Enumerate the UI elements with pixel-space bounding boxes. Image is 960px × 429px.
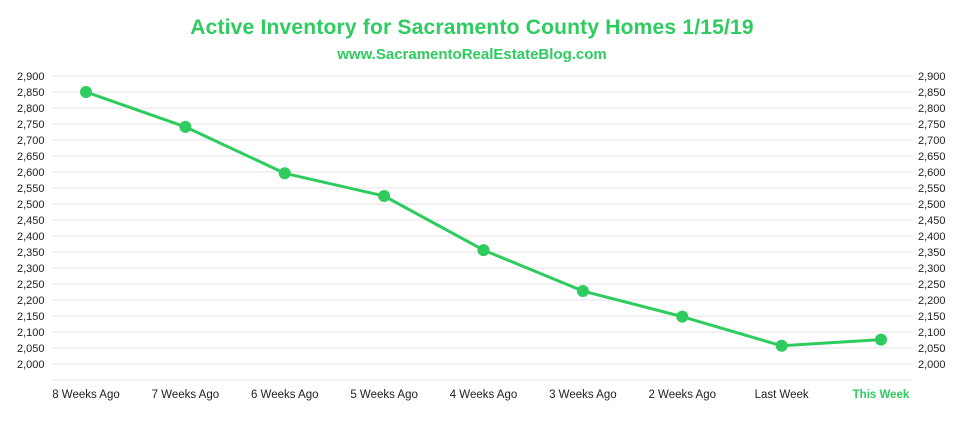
x-category-label: 4 Weeks Ago: [450, 389, 518, 401]
y-tick-label-left: 2,650: [17, 151, 45, 163]
y-tick-label-right: 2,350: [918, 247, 946, 259]
x-category-label: 2 Weeks Ago: [648, 389, 716, 401]
y-tick-label-left: 2,150: [17, 311, 45, 323]
y-tick-label-right: 2,750: [918, 119, 946, 131]
y-tick-label-right: 2,700: [918, 135, 946, 147]
x-category-label: 5 Weeks Ago: [350, 389, 418, 401]
y-tick-label-left: 2,550: [17, 183, 45, 195]
x-category-label: 8 Weeks Ago: [52, 389, 120, 401]
y-tick-label-left: 2,200: [17, 295, 45, 307]
y-tick-label-left: 2,250: [17, 279, 45, 291]
y-tick-label-left: 2,050: [17, 343, 45, 355]
y-tick-label-right: 2,150: [918, 311, 946, 323]
series-line: [84, 90, 883, 348]
chart-title: Active Inventory for Sacramento County H…: [190, 16, 754, 39]
data-point: [576, 285, 589, 298]
data-point: [477, 244, 490, 257]
data-point: [676, 310, 689, 323]
y-tick-label-right: 2,400: [918, 231, 946, 243]
y-tick-label-left: 2,300: [17, 263, 45, 275]
data-point: [179, 120, 192, 133]
y-tick-label-right: 2,900: [918, 71, 946, 83]
y-tick-label-right: 2,650: [918, 151, 946, 163]
y-tick-label-left: 2,000: [17, 359, 45, 371]
y-tick-label-right: 2,600: [918, 167, 946, 179]
y-tick-label-left: 2,500: [17, 199, 45, 211]
y-tick-label-left: 2,600: [17, 167, 45, 179]
data-point: [775, 339, 788, 352]
y-tick-label-left: 2,800: [17, 103, 45, 115]
x-category-label: 6 Weeks Ago: [251, 389, 319, 401]
x-category-label: This Week: [853, 389, 910, 401]
y-tick-label-left: 2,900: [17, 71, 45, 83]
y-tick-label-left: 2,750: [17, 119, 45, 131]
y-tick-label-left: 2,450: [17, 215, 45, 227]
x-category-label: 7 Weeks Ago: [152, 389, 220, 401]
y-tick-label-right: 2,000: [918, 359, 946, 371]
y-tick-label-left: 2,400: [17, 231, 45, 243]
y-tick-label-right: 2,550: [918, 183, 946, 195]
y-tick-label-left: 2,350: [17, 247, 45, 259]
y-tick-label-right: 2,850: [918, 87, 946, 99]
x-category-label: 3 Weeks Ago: [549, 389, 617, 401]
data-point: [378, 190, 391, 202]
y-tick-label-right: 2,500: [918, 199, 946, 211]
y-tick-label-right: 2,250: [918, 279, 946, 291]
chart-subtitle: www.SacramentoRealEstateBlog.com: [337, 46, 607, 63]
y-tick-label-left: 2,100: [17, 327, 45, 339]
y-tick-label-left: 2,700: [17, 135, 45, 147]
y-tick-label-right: 2,200: [918, 295, 946, 307]
x-category-label: Last Week: [755, 389, 809, 401]
y-tick-label-right: 2,800: [918, 103, 946, 115]
y-tick-label-right: 2,300: [918, 263, 946, 275]
data-point: [80, 86, 92, 98]
y-tick-label-right: 2,050: [918, 343, 946, 355]
data-point: [278, 167, 291, 180]
data-point: [875, 333, 887, 346]
y-tick-label-right: 2,450: [918, 215, 946, 227]
y-tick-label-right: 2,100: [918, 327, 946, 339]
y-tick-label-left: 2,850: [17, 87, 45, 99]
